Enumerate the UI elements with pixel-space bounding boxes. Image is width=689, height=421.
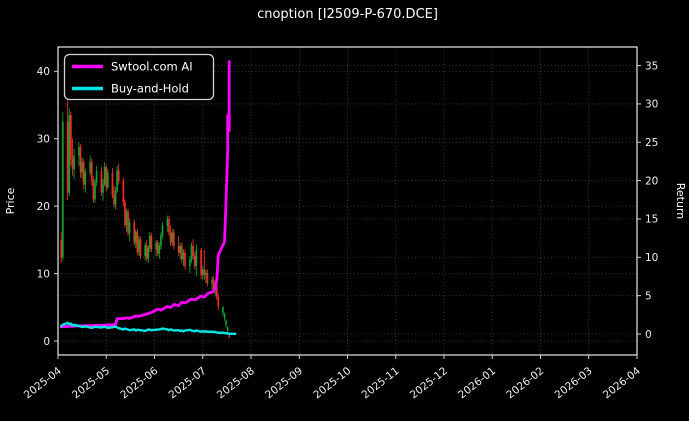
legend-label-bh: Buy-and-Hold <box>111 82 189 96</box>
svg-text:35: 35 <box>645 60 658 72</box>
return-axis-label: Return <box>674 183 687 220</box>
svg-text:0: 0 <box>645 329 652 341</box>
svg-text:0: 0 <box>43 336 50 348</box>
svg-text:30: 30 <box>645 99 658 111</box>
legend: Swtool.com AI Buy-and-Hold <box>63 53 215 101</box>
svg-text:5: 5 <box>645 290 652 302</box>
svg-text:40: 40 <box>37 66 50 78</box>
svg-text:25: 25 <box>645 137 658 149</box>
svg-text:20: 20 <box>37 201 50 213</box>
svg-text:30: 30 <box>37 134 50 146</box>
svg-text:10: 10 <box>37 268 50 280</box>
line-series <box>59 60 237 335</box>
svg-text:10: 10 <box>645 252 658 264</box>
price-axis-label: Price <box>4 187 17 214</box>
svg-text:15: 15 <box>645 214 658 226</box>
legend-label-ai: Swtool.com AI <box>111 60 193 74</box>
chart-title: cnoption [I2509-P-670.DCE] <box>257 7 438 22</box>
candlestick-series <box>60 98 231 339</box>
svg-text:20: 20 <box>645 175 658 187</box>
